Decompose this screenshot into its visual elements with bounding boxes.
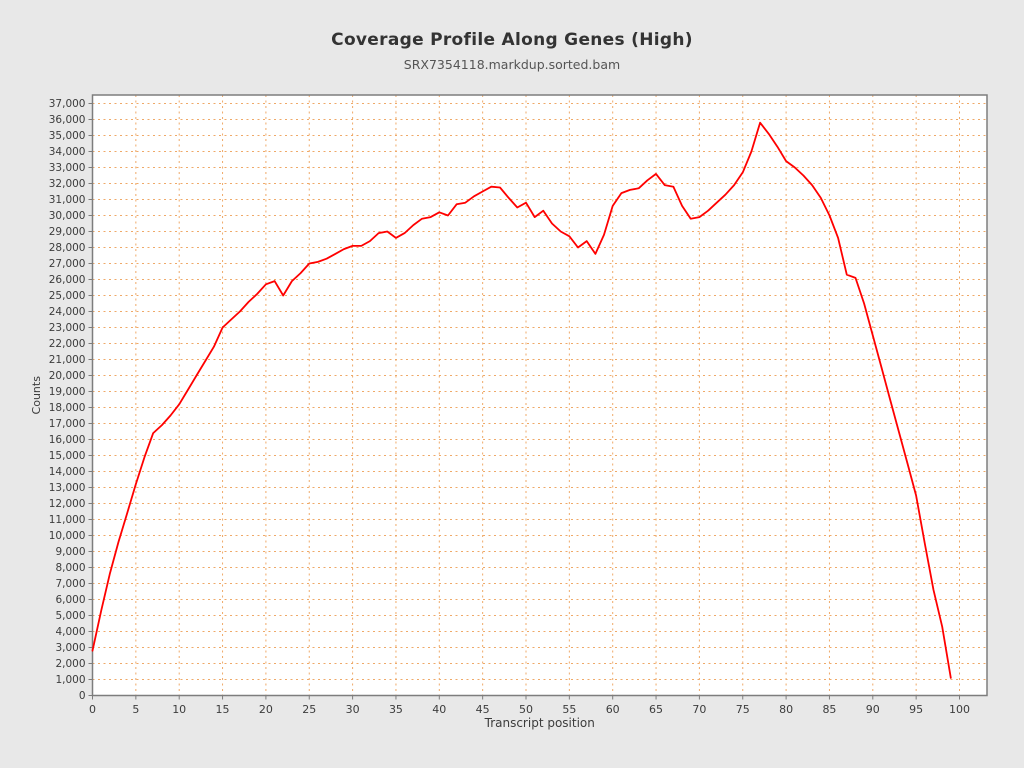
x-tick-label: 80 xyxy=(779,703,793,716)
y-tick-label: 15,000 xyxy=(49,450,86,462)
x-tick-label: 95 xyxy=(909,703,923,716)
y-tick-label: 13,000 xyxy=(49,482,86,494)
y-tick-label: 26,000 xyxy=(49,274,86,286)
y-tick-label: 1,000 xyxy=(55,674,85,686)
y-tick-label: 3,000 xyxy=(55,642,85,654)
y-tick-label: 22,000 xyxy=(49,338,86,350)
y-tick-label: 27,000 xyxy=(49,258,86,270)
x-tick-label: 10 xyxy=(172,703,186,716)
x-tick-label: 35 xyxy=(389,703,403,716)
y-tick-label: 9,000 xyxy=(55,546,85,558)
plot-frame xyxy=(91,94,988,697)
x-tick-label: 50 xyxy=(519,703,533,716)
x-tick-label: 60 xyxy=(606,703,620,716)
y-tick-label: 12,000 xyxy=(49,498,86,510)
x-tick-label: 5 xyxy=(132,703,139,716)
axis-ticks xyxy=(88,103,960,700)
x-tick-label: 90 xyxy=(866,703,880,716)
x-tick-label: 100 xyxy=(949,703,970,716)
y-tick-label: 18,000 xyxy=(49,402,86,414)
x-tick-label: 40 xyxy=(432,703,446,716)
y-tick-label: 30,000 xyxy=(49,210,86,222)
y-tick-label: 32,000 xyxy=(49,178,86,190)
axis-tick-labels: 0 1,000 2,000 3,000 4,000 5,000 6,000 7,000 8,00… xyxy=(49,98,970,716)
x-tick-label: 85 xyxy=(822,703,836,716)
y-tick-label: 6,000 xyxy=(55,594,85,606)
y-tick-label: 21,000 xyxy=(49,354,86,366)
y-tick-label: 29,000 xyxy=(49,226,86,238)
y-tick-label: 11,000 xyxy=(49,514,86,526)
y-tick-label: 36,000 xyxy=(49,114,86,126)
y-tick-label: 25,000 xyxy=(49,290,86,302)
x-tick-label: 45 xyxy=(476,703,490,716)
y-tick-label: 24,000 xyxy=(49,306,86,318)
y-tick-label: 28,000 xyxy=(49,242,86,254)
y-tick-label: 19,000 xyxy=(49,386,86,398)
plot-area xyxy=(92,95,987,696)
x-tick-label: 65 xyxy=(649,703,663,716)
y-tick-label: 34,000 xyxy=(49,146,86,158)
y-tick-label: 35,000 xyxy=(49,130,86,142)
x-tick-label: 20 xyxy=(259,703,273,716)
y-tick-label: 4,000 xyxy=(55,626,85,638)
y-tick-label: 8,000 xyxy=(55,562,85,574)
gridlines xyxy=(92,95,987,696)
y-tick-label: 7,000 xyxy=(55,578,85,590)
y-tick-label: 5,000 xyxy=(55,610,85,622)
y-tick-label: 37,000 xyxy=(49,98,86,110)
x-tick-label: 30 xyxy=(346,703,360,716)
x-axis-title: Transcript position xyxy=(484,716,595,730)
y-tick-label: 17,000 xyxy=(49,418,86,430)
y-tick-label: 14,000 xyxy=(49,466,86,478)
y-tick-label: 20,000 xyxy=(49,370,86,382)
y-axis-title: Counts xyxy=(30,376,43,415)
y-tick-label: 10,000 xyxy=(49,530,86,542)
y-tick-label: 33,000 xyxy=(49,162,86,174)
y-tick-label: 0 xyxy=(79,690,86,702)
x-tick-label: 70 xyxy=(692,703,706,716)
x-tick-label: 15 xyxy=(216,703,230,716)
x-tick-label: 0 xyxy=(89,703,96,716)
y-tick-label: 2,000 xyxy=(55,658,85,670)
y-tick-label: 31,000 xyxy=(49,194,86,206)
x-tick-label: 75 xyxy=(736,703,750,716)
y-tick-label: 23,000 xyxy=(49,322,86,334)
coverage-series-line xyxy=(91,121,952,679)
y-tick-label: 16,000 xyxy=(49,434,86,446)
x-tick-label: 55 xyxy=(562,703,576,716)
x-tick-label: 25 xyxy=(302,703,316,716)
